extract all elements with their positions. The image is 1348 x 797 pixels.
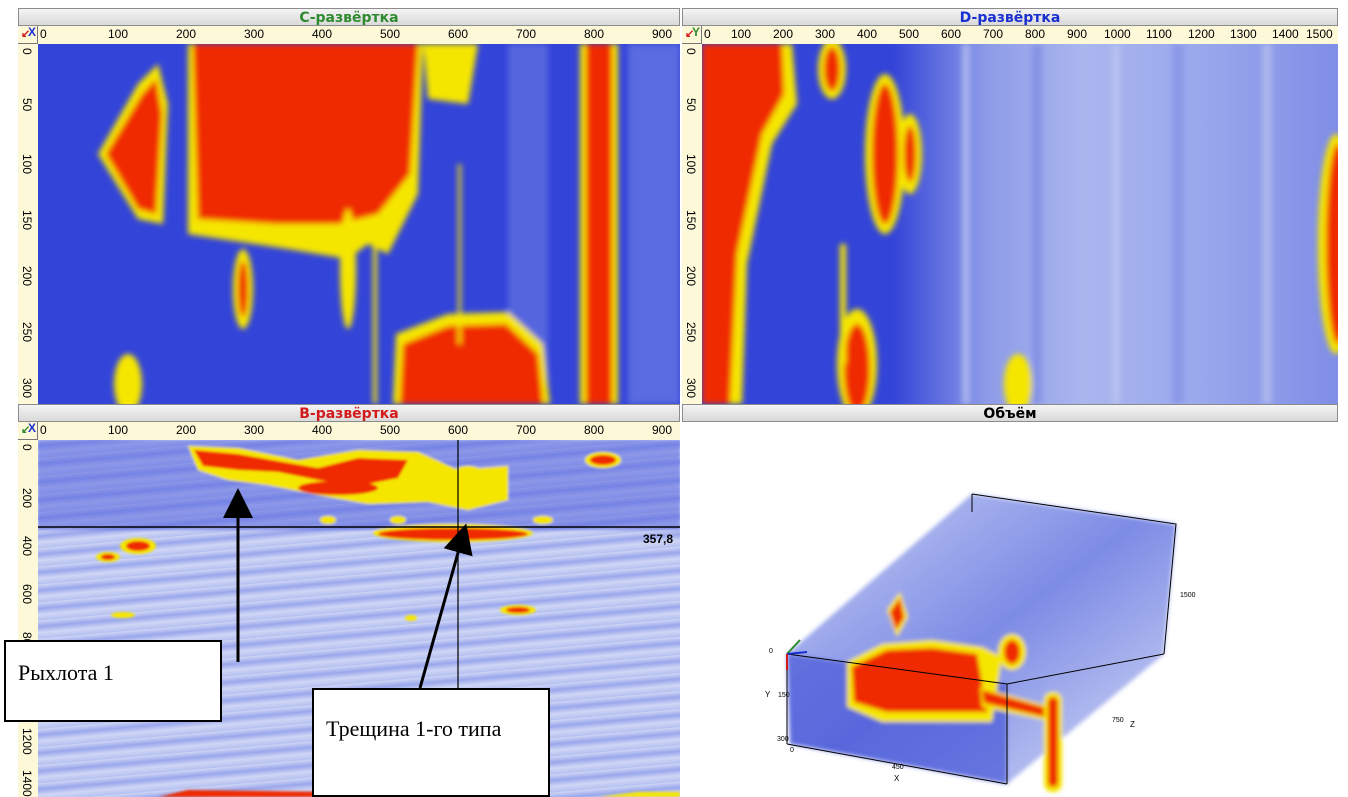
d-scan-y-ruler: 0 50 100 150 200 250 300 [682,44,703,404]
tick-label: 900 [1067,27,1088,41]
tick-label: 1200 [1188,27,1215,41]
axis-corner-icon[interactable]: ↙ X [18,421,38,440]
tick-label: 100 [731,27,752,41]
axis-x-bot: 0 [790,747,794,754]
porosity-callout: Рыхлота 1 [4,640,222,722]
axis-y-bot: 300 [777,736,789,743]
tick-label: 50 [684,98,698,112]
tick-label: 250 [684,322,698,343]
axis-z-mid: 750 [1112,717,1124,724]
tick-label: 800 [584,27,605,41]
tick-label: 100 [108,423,129,437]
tick-label: 900 [652,27,673,41]
axis-y-label: Y [765,690,771,699]
axis-z-label: Z [1130,720,1135,729]
c-scan-image[interactable] [38,44,680,404]
tick-label: 100 [20,154,34,175]
tick-label: 200 [176,423,197,437]
tick-label: 150 [684,210,698,231]
tick-label: 700 [516,27,537,41]
tick-label: 500 [380,423,401,437]
porosity-label: Рыхлота 1 [18,660,114,685]
tick-label: 100 [108,27,129,41]
tick-label: 200 [20,488,34,509]
b-scan-y-ruler: 0 200 400 600 800 1000 1200 1400 [18,440,39,797]
axis-x-mid: 450 [892,764,904,771]
d-scan-image[interactable] [702,44,1338,404]
axis-z-far: 1500 [1180,592,1196,599]
tick-label: 500 [380,27,401,41]
tick-label: 200 [20,266,34,287]
tick-label: 400 [312,27,333,41]
axis-y-mid: 150 [778,692,790,699]
tick-label: 600 [448,423,469,437]
tick-label: 1200 [20,728,34,755]
x-axis-arrow-icon [786,651,808,655]
tick-label: 1100 [1146,27,1172,41]
tick-label: 0 [40,27,47,41]
tick-label: 700 [516,423,537,437]
tick-label: 300 [244,27,265,41]
tick-label: 800 [1025,27,1046,41]
tick-label: 300 [244,423,265,437]
tick-label: 200 [176,27,197,41]
tick-label: 600 [448,27,469,41]
tick-label: 1500 [1306,27,1333,41]
tick-label: 400 [857,27,878,41]
volume-title: Объём [682,404,1338,422]
volume-panel: Объём [682,404,1338,797]
tick-label: 900 [652,423,673,437]
c-scan-title: С-развёртка [18,8,680,26]
c-scan-x-ruler: 0 100 200 300 400 500 600 700 800 900 [38,26,680,45]
axis-corner-icon[interactable]: ↙ Y [682,25,702,44]
b-scan-title: В-развёртка [18,404,680,422]
tick-label: 1300 [1230,27,1257,41]
tick-label: 200 [773,27,794,41]
tick-label: 0 [684,48,698,55]
tick-label: 200 [684,266,698,287]
tick-label: 0 [40,423,47,437]
tick-label: 400 [312,423,333,437]
tick-label: 100 [684,154,698,175]
tick-label: 150 [20,210,34,231]
crack-callout: Трещина 1-го типа [312,688,550,797]
tick-label: 300 [684,378,698,399]
tick-label: 600 [20,584,34,605]
tick-label: 800 [584,423,605,437]
cursor-value-label: 357,8 [643,532,674,546]
volume-3d-view[interactable]: 0 150 Y 300 0 450 X 750 Z 1500 [682,422,1338,797]
axis-y-top: 0 [769,648,773,655]
tick-label: 1400 [1272,27,1299,41]
tick-label: 700 [983,27,1004,41]
tick-label: 1000 [1104,27,1131,41]
d-scan-title: D-развёртка [682,8,1338,26]
tick-label: 50 [20,98,34,112]
tick-label: 0 [704,27,711,41]
c-scan-y-ruler: 0 50 100 150 200 250 300 [18,44,39,404]
tick-label: 500 [899,27,920,41]
axis-x-label: X [894,774,900,783]
tick-label: 300 [20,378,34,399]
axis-corner-icon[interactable]: ↙ X [18,25,38,44]
tick-label: 0 [20,444,34,451]
tick-label: 600 [941,27,962,41]
d-scan-x-ruler: 0 100 200 300 400 500 600 700 800 900 10… [702,26,1338,45]
tick-label: 1400 [20,770,34,797]
tick-label: 250 [20,322,34,343]
y-axis-arrow-icon [786,639,801,655]
c-scan-panel: С-развёртка ↙ X 0 100 200 300 400 500 60… [18,8,680,404]
tick-label: 400 [20,536,34,557]
tick-label: 300 [815,27,836,41]
b-scan-x-ruler: 0 100 200 300 400 500 600 700 800 900 [38,422,680,441]
tick-label: 0 [20,48,34,55]
d-scan-panel: D-развёртка ↙ Y 0 100 200 300 400 500 60… [682,8,1338,404]
crack-label: Трещина 1-го типа [326,716,502,741]
